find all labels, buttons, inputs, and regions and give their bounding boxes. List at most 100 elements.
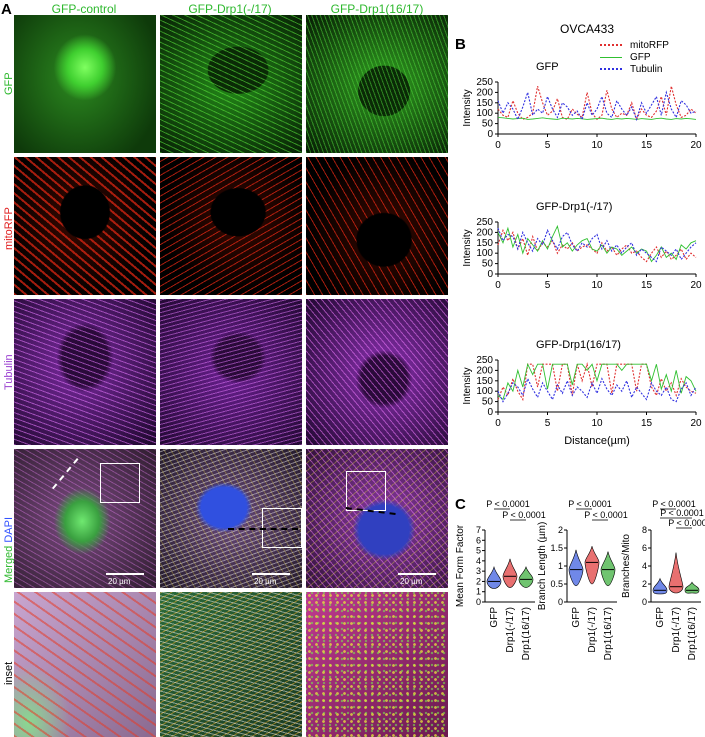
series-line-gfp: [497, 362, 697, 401]
y-tick-label: 250: [476, 77, 493, 88]
line-chart-title: GFP-Drp1(-/17): [536, 201, 612, 213]
series-line-tubulin: [497, 377, 697, 403]
y-tick-label: 50: [482, 259, 494, 270]
series-line-mitorfp: [497, 86, 697, 121]
y-tick-label: 250: [476, 355, 493, 366]
y-tick-label: 8: [642, 525, 647, 535]
y-tick-label: 200: [476, 365, 493, 376]
y-axis-label: Intensity: [462, 89, 473, 126]
series-line-mitorfp: [497, 362, 697, 402]
x-tick-label: 5: [545, 140, 551, 151]
legend-entry-gfp: GFP: [600, 52, 669, 64]
line-scan-path: [228, 528, 298, 530]
x-axis-label: Distance(µm): [564, 435, 630, 447]
scale-bar-label: 20 µm: [254, 577, 277, 586]
group-label: GFP: [655, 607, 666, 628]
violin-1: [668, 552, 684, 594]
x-tick-label: 20: [690, 418, 702, 429]
y-tick-label: 4: [476, 556, 481, 566]
y-axis-label: Intensity: [462, 367, 473, 404]
y-tick-label: 0: [476, 597, 481, 607]
significance-label: P < 0.0001: [502, 510, 546, 520]
line-chart-title: GFP: [536, 61, 559, 73]
y-tick-label: 0: [487, 407, 493, 418]
y-tick-label: 2: [558, 525, 563, 535]
y-tick-label: 1: [476, 587, 481, 597]
y-tick-label: 100: [476, 386, 493, 397]
micrograph-row2-col2: [160, 157, 302, 295]
x-tick-label: 5: [545, 418, 551, 429]
panel-b-legend: mitoRFP GFP Tubulin: [600, 40, 669, 76]
x-tick-label: 20: [690, 280, 702, 291]
x-tick-label: 10: [591, 280, 603, 291]
group-label: Drp1(16/17): [603, 607, 614, 660]
micrograph-row3-col3: [306, 299, 448, 445]
micrograph-row4-col2: [160, 449, 302, 588]
column-header-gfp-control: GFP-control: [51, 2, 117, 16]
y-tick-label: 5: [476, 546, 481, 556]
group-label: GFP: [571, 607, 582, 628]
series-line-gfp: [497, 116, 697, 120]
y-tick-label: 200: [476, 87, 493, 98]
y-tick-label: 0: [642, 597, 647, 607]
y-tick-label: 6: [476, 535, 481, 545]
violin-1: [502, 558, 518, 588]
group-label: Drp1(16/17): [687, 607, 698, 660]
y-tick-label: 150: [476, 238, 493, 249]
y-tick-label: 3: [476, 566, 481, 576]
legend-entry-mitorfp: mitoRFP: [600, 40, 669, 52]
significance-label: P < 0.0001: [486, 500, 530, 509]
micrograph-row3-col1: [14, 299, 156, 445]
group-label: Drp1(-/17): [505, 607, 516, 653]
panel-a-letter: A: [1, 1, 12, 18]
violin-2: [518, 566, 534, 588]
micrograph-row1-col2: [160, 15, 302, 153]
micrograph-row3-col2: [160, 299, 302, 445]
scale-bar: [398, 573, 436, 575]
inset-region-box: [346, 471, 386, 511]
violin-0: [486, 565, 502, 589]
y-tick-label: 200: [476, 227, 493, 238]
group-label: Drp1(-/17): [671, 607, 682, 653]
series-line-tubulin: [497, 227, 697, 263]
violin-1: [584, 546, 600, 585]
y-axis-label: Intensity: [462, 229, 473, 266]
group-label: GFP: [489, 607, 500, 628]
violin-2: [600, 551, 616, 587]
series-line-tubulin: [497, 90, 697, 122]
x-tick-label: 0: [495, 140, 501, 151]
legend-entry-tubulin: Tubulin: [600, 64, 669, 76]
y-tick-label: 100: [476, 108, 493, 119]
scale-bar: [106, 573, 144, 575]
x-tick-label: 0: [495, 280, 501, 291]
significance-label: P < 0.0001: [660, 508, 704, 518]
x-tick-label: 15: [641, 280, 653, 291]
x-tick-label: 0: [495, 418, 501, 429]
micrograph-row2-col1: [14, 157, 156, 295]
scale-bar-label: 20 µm: [108, 577, 131, 586]
y-axis-label: Mean Form Factor: [455, 524, 466, 607]
y-tick-label: 0.5: [550, 579, 563, 589]
y-tick-label: 7: [476, 525, 481, 535]
y-tick-label: 0: [487, 129, 493, 140]
micrograph-row1-col1: [14, 15, 156, 153]
x-tick-label: 20: [690, 140, 702, 151]
violin-2: [684, 581, 700, 594]
y-tick-label: 6: [642, 543, 647, 553]
micrograph-row1-col3: [306, 15, 448, 153]
significance-label: P < 0.0001: [652, 500, 696, 509]
x-tick-label: 15: [641, 418, 653, 429]
y-tick-label: 100: [476, 248, 493, 259]
micrograph-row4-col1: [14, 449, 156, 588]
y-tick-label: 0: [487, 269, 493, 280]
micrograph-row5-col2: [160, 592, 302, 737]
x-tick-label: 15: [641, 140, 653, 151]
micrograph-row5-col3: [306, 592, 448, 737]
panel-b-title: OVCA433: [560, 22, 615, 36]
x-tick-label: 10: [591, 418, 603, 429]
column-header-drp1-minus-17: GFP-Drp1(-/17): [188, 2, 272, 16]
group-label: Drp1(-/17): [587, 607, 598, 653]
y-axis-label: Branches/Mito: [621, 534, 632, 598]
y-tick-label: 150: [476, 376, 493, 387]
